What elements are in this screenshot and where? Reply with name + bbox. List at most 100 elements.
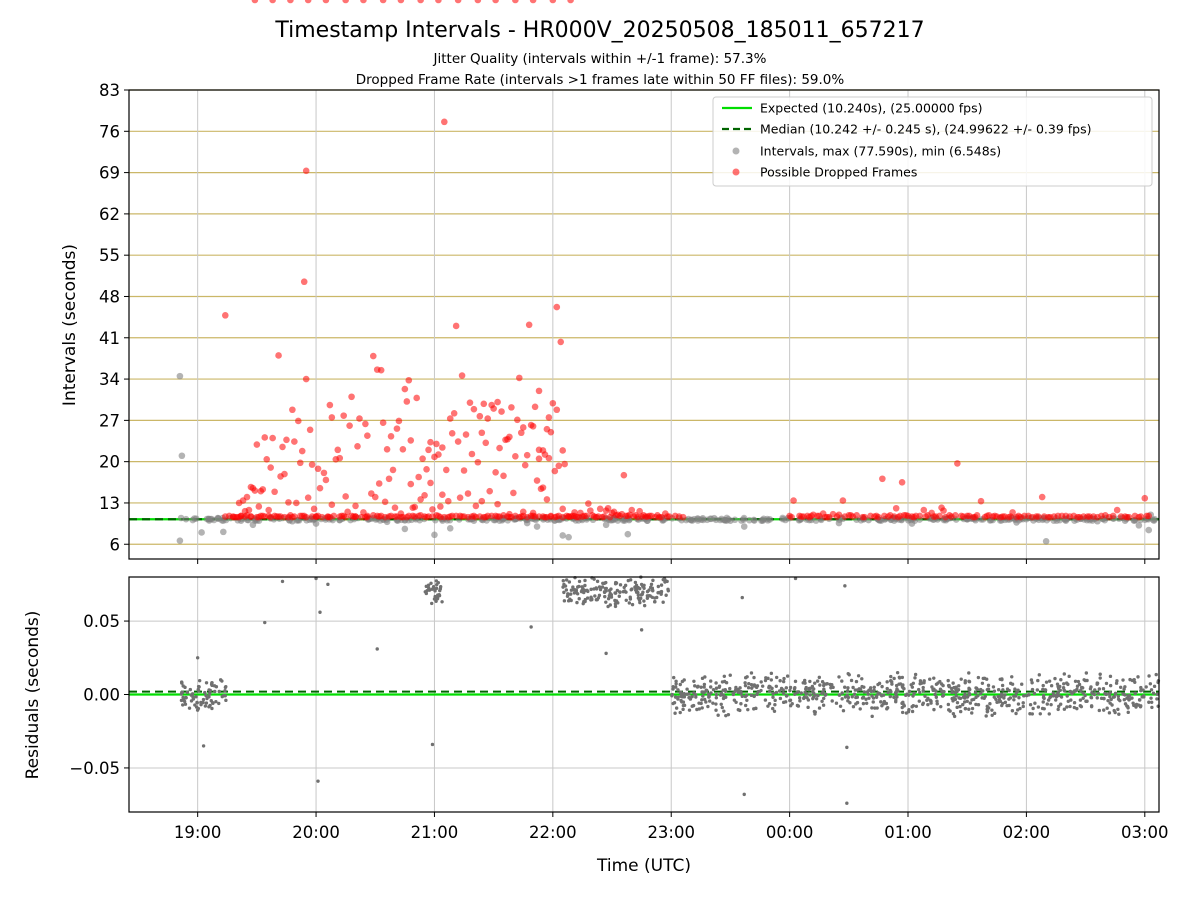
dropped-frame-point — [385, 475, 393, 483]
legend-intervals-swatch — [732, 147, 740, 155]
dropped-frame-point — [405, 376, 413, 384]
dropped-frame-point — [656, 513, 663, 521]
residual-point — [1117, 712, 1121, 716]
residual-point — [639, 596, 643, 601]
residual-point — [649, 582, 654, 587]
dropped-frame-point — [567, 0, 574, 4]
dropped-frame-point — [267, 464, 274, 471]
residual-point — [1133, 680, 1137, 684]
residual-point — [843, 584, 847, 588]
residual-point — [963, 707, 968, 711]
residual-point — [726, 712, 731, 717]
dropped-frame-point — [352, 513, 359, 520]
residual-point — [642, 599, 646, 603]
dropped-frame-point — [482, 439, 490, 447]
residual-point — [895, 670, 900, 675]
residual-point — [1031, 706, 1035, 711]
dropped-frame-point — [444, 497, 452, 505]
residual-point — [957, 684, 961, 688]
residual-point — [749, 683, 754, 687]
residual-point — [1007, 697, 1011, 701]
residual-point — [897, 676, 902, 680]
residual-point — [1059, 678, 1063, 682]
residual-point — [1139, 704, 1143, 708]
residual-point — [932, 707, 936, 712]
residual-point — [752, 694, 756, 698]
y-tick-label: 83 — [99, 81, 120, 100]
dropped-frame-point — [247, 513, 255, 520]
residual-point — [435, 597, 440, 601]
residual-point — [1075, 706, 1079, 711]
dropped-frame-point — [298, 447, 306, 455]
residual-point — [708, 699, 712, 703]
residual-point — [1123, 702, 1128, 706]
residual-point — [935, 699, 939, 703]
residual-point — [946, 678, 950, 683]
interval-point — [1042, 538, 1050, 545]
residual-point — [778, 679, 782, 683]
residual-point — [876, 692, 881, 696]
interval-point — [203, 515, 211, 523]
dropped-frame-point — [644, 513, 651, 520]
residual-point — [967, 687, 971, 692]
residual-point — [1027, 693, 1031, 697]
residual-point — [821, 690, 825, 694]
dropped-frame-point — [415, 512, 422, 520]
residual-point — [743, 683, 748, 688]
residual-point — [792, 687, 797, 691]
time-x-axis: 19:00 20:00 21:00 22:00 23:00 00:00 01:00 02:00… — [174, 812, 1169, 842]
residual-point — [651, 578, 655, 583]
residual-point — [745, 675, 749, 679]
residual-point — [220, 694, 224, 699]
residual-point — [910, 709, 915, 714]
y-tick-label: 34 — [99, 370, 120, 389]
residual-point — [714, 686, 719, 690]
dropped-frame-point — [474, 458, 482, 466]
residual-point — [1062, 707, 1067, 711]
residual-point — [1001, 688, 1005, 692]
residual-point — [888, 688, 892, 693]
residual-point — [1030, 687, 1035, 692]
residual-point — [938, 679, 942, 684]
residual-point — [802, 695, 807, 699]
residual-point — [976, 703, 981, 707]
residual-point — [671, 687, 675, 691]
dropped-frame-point — [813, 512, 821, 520]
dropped-frame-point — [429, 506, 436, 513]
dropped-frame-point — [531, 403, 539, 411]
residual-point — [1065, 705, 1069, 709]
x-tick-label: 21:00 — [411, 823, 459, 842]
residual-point — [1055, 682, 1060, 686]
residual-point — [702, 697, 707, 702]
residual-point — [736, 708, 741, 712]
residual-point — [602, 590, 607, 594]
dropped-frame-point — [364, 432, 371, 440]
dropped-frame-point — [257, 487, 265, 495]
dropped-frame-point — [555, 512, 563, 520]
interval-point — [198, 529, 205, 536]
dropped-frame-point — [306, 426, 314, 434]
residuals-reference-lines — [129, 690, 1159, 696]
residual-point — [1108, 674, 1113, 679]
residual-point — [875, 706, 879, 710]
residual-point — [876, 682, 880, 687]
residual-point — [767, 702, 772, 706]
residual-point — [593, 594, 597, 598]
dropped-frame-point — [517, 429, 525, 437]
dropped-frame-point — [910, 513, 918, 521]
residual-point — [692, 691, 696, 695]
residual-point — [824, 682, 828, 686]
dropped-frame-point — [340, 512, 347, 520]
dropped-frame-point — [403, 398, 411, 405]
legend-median-label: Median (10.242 +/- 0.245 s), (24.99622 +… — [760, 122, 1091, 137]
residual-point — [760, 684, 765, 688]
residual-point — [590, 597, 594, 601]
residual-point — [914, 704, 919, 708]
residual-point — [736, 687, 740, 692]
residual-point — [824, 692, 828, 697]
dropped-frame-point — [514, 416, 521, 424]
residual-point — [930, 685, 934, 689]
residual-point — [1080, 686, 1085, 690]
residual-point — [817, 706, 822, 710]
residual-point — [1093, 688, 1097, 692]
